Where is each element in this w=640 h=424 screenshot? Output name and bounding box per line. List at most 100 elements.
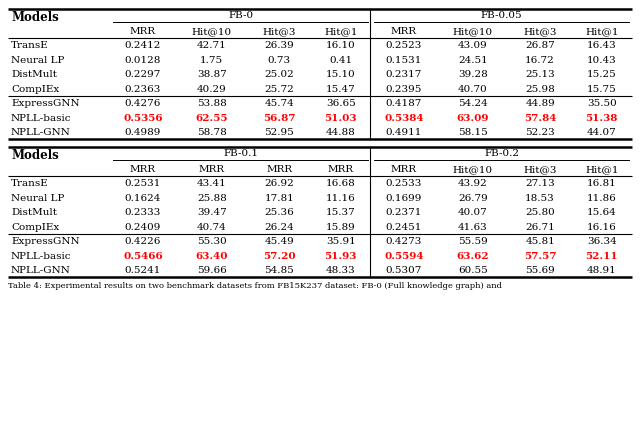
Text: FB-0.1: FB-0.1	[223, 149, 258, 158]
Text: 24.51: 24.51	[458, 56, 488, 65]
Text: 36.65: 36.65	[326, 99, 356, 109]
Text: 44.89: 44.89	[525, 99, 555, 109]
Text: MRR: MRR	[266, 165, 292, 174]
Text: 26.71: 26.71	[525, 223, 555, 232]
Text: 0.4187: 0.4187	[386, 99, 422, 109]
Text: 0.0128: 0.0128	[125, 56, 161, 65]
Text: 17.81: 17.81	[264, 194, 294, 203]
Text: 0.2395: 0.2395	[386, 85, 422, 94]
Text: MRR: MRR	[130, 165, 156, 174]
Text: 0.2297: 0.2297	[125, 70, 161, 79]
Text: 25.72: 25.72	[264, 85, 294, 94]
Text: 48.91: 48.91	[587, 266, 616, 276]
Text: Hit@10: Hit@10	[452, 165, 493, 174]
Text: 55.69: 55.69	[525, 266, 555, 276]
Text: 35.91: 35.91	[326, 237, 356, 246]
Text: 0.5307: 0.5307	[386, 266, 422, 276]
Text: ExpressGNN: ExpressGNN	[11, 237, 79, 246]
Text: 15.64: 15.64	[587, 209, 616, 218]
Text: TransE: TransE	[11, 42, 49, 50]
Text: 0.2409: 0.2409	[125, 223, 161, 232]
Text: 43.41: 43.41	[197, 179, 227, 188]
Text: 0.5241: 0.5241	[125, 266, 161, 276]
Text: 0.2412: 0.2412	[125, 42, 161, 50]
Text: CompIEx: CompIEx	[11, 85, 60, 94]
Text: 62.55: 62.55	[196, 114, 228, 123]
Text: 15.75: 15.75	[587, 85, 616, 94]
Text: NPLL-GNN: NPLL-GNN	[11, 266, 71, 276]
Text: 63.09: 63.09	[456, 114, 489, 123]
Text: Hit@3: Hit@3	[262, 27, 296, 36]
Text: 56.87: 56.87	[263, 114, 296, 123]
Text: 0.1531: 0.1531	[386, 56, 422, 65]
Text: 48.33: 48.33	[326, 266, 356, 276]
Text: 18.53: 18.53	[525, 194, 555, 203]
Text: 41.63: 41.63	[458, 223, 488, 232]
Text: 0.2523: 0.2523	[386, 42, 422, 50]
Text: 25.98: 25.98	[525, 85, 555, 94]
Text: Neural LP: Neural LP	[11, 56, 65, 65]
Text: 42.71: 42.71	[197, 42, 227, 50]
Text: 43.09: 43.09	[458, 42, 488, 50]
Text: 11.86: 11.86	[587, 194, 616, 203]
Text: 0.2333: 0.2333	[125, 209, 161, 218]
Text: 25.13: 25.13	[525, 70, 555, 79]
Text: 0.2317: 0.2317	[386, 70, 422, 79]
Text: Models: Models	[11, 149, 59, 162]
Text: 0.5594: 0.5594	[384, 252, 424, 261]
Text: 52.11: 52.11	[586, 252, 618, 261]
Text: 60.55: 60.55	[458, 266, 488, 276]
Text: 15.37: 15.37	[326, 209, 356, 218]
Text: MRR: MRR	[391, 165, 417, 174]
Text: MRR: MRR	[391, 27, 417, 36]
Text: 11.16: 11.16	[326, 194, 356, 203]
Text: Table 4: Experimental results on two benchmark datasets from FB15K237 dataset: F: Table 4: Experimental results on two ben…	[8, 282, 502, 290]
Text: 16.68: 16.68	[326, 179, 356, 188]
Text: 15.47: 15.47	[326, 85, 356, 94]
Text: 0.4989: 0.4989	[125, 128, 161, 137]
Text: 39.28: 39.28	[458, 70, 488, 79]
Text: Hit@1: Hit@1	[585, 27, 618, 36]
Text: 58.78: 58.78	[197, 128, 227, 137]
Text: 16.16: 16.16	[587, 223, 616, 232]
Text: FB-0.05: FB-0.05	[481, 11, 522, 20]
Text: 58.15: 58.15	[458, 128, 488, 137]
Text: 0.2531: 0.2531	[125, 179, 161, 188]
Text: NPLL-basic: NPLL-basic	[11, 114, 72, 123]
Text: 0.41: 0.41	[329, 56, 353, 65]
Text: 0.1624: 0.1624	[125, 194, 161, 203]
Text: Hit@1: Hit@1	[324, 27, 358, 36]
Text: 39.47: 39.47	[197, 209, 227, 218]
Text: 27.13: 27.13	[525, 179, 555, 188]
Text: Hit@10: Hit@10	[452, 27, 493, 36]
Text: FB-0.2: FB-0.2	[484, 149, 519, 158]
Text: Hit@10: Hit@10	[192, 27, 232, 36]
Text: Models: Models	[11, 11, 59, 24]
Text: 16.43: 16.43	[587, 42, 616, 50]
Text: 0.1699: 0.1699	[386, 194, 422, 203]
Text: 45.81: 45.81	[525, 237, 555, 246]
Text: ExpressGNN: ExpressGNN	[11, 99, 79, 109]
Text: Hit@1: Hit@1	[585, 165, 618, 174]
Text: 54.85: 54.85	[264, 266, 294, 276]
Text: 0.2363: 0.2363	[125, 85, 161, 94]
Text: MRR: MRR	[199, 165, 225, 174]
Text: 44.07: 44.07	[587, 128, 616, 137]
Text: 51.93: 51.93	[324, 252, 357, 261]
Text: 0.4273: 0.4273	[386, 237, 422, 246]
Text: 36.34: 36.34	[587, 237, 616, 246]
Text: 51.38: 51.38	[586, 114, 618, 123]
Text: 45.74: 45.74	[264, 99, 294, 109]
Text: 0.5466: 0.5466	[123, 252, 163, 261]
Text: 25.02: 25.02	[264, 70, 294, 79]
Text: 38.87: 38.87	[197, 70, 227, 79]
Text: 10.43: 10.43	[587, 56, 616, 65]
Text: 0.5356: 0.5356	[123, 114, 163, 123]
Text: MRR: MRR	[328, 165, 354, 174]
Text: 0.4226: 0.4226	[125, 237, 161, 246]
Text: DistMult: DistMult	[11, 70, 57, 79]
Text: 26.39: 26.39	[264, 42, 294, 50]
Text: 25.80: 25.80	[525, 209, 555, 218]
Text: 25.88: 25.88	[197, 194, 227, 203]
Text: 0.2371: 0.2371	[386, 209, 422, 218]
